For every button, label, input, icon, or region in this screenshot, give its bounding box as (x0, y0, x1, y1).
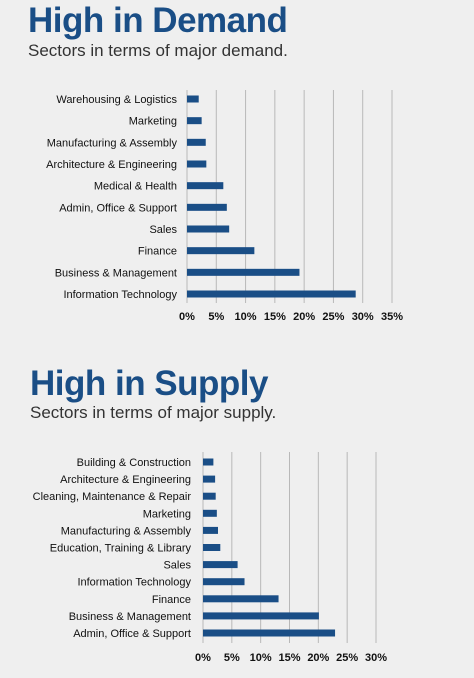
demand-tick-label: 5% (208, 311, 224, 323)
demand-tick-label: 15% (264, 311, 286, 323)
supply-category-label: Information Technology (77, 577, 191, 589)
demand-bar (187, 138, 206, 146)
demand-category-label: Marketing (129, 116, 177, 128)
supply-bar (203, 544, 221, 551)
supply-tick-label: 25% (336, 652, 358, 664)
supply-tick-label: 15% (278, 652, 300, 664)
demand-bar (187, 182, 224, 190)
demand-bar (187, 268, 300, 276)
demand-tick-label: 25% (322, 311, 344, 323)
demand-bar (187, 247, 255, 255)
demand-tick-label: 30% (352, 311, 374, 323)
demand-bar (187, 290, 356, 298)
demand-category-label: Manufacturing & Assembly (47, 137, 178, 149)
demand-panel: High in Demand Sectors in terms of major… (28, 1, 403, 324)
supply-bar (203, 509, 217, 517)
supply-tick-label: 10% (250, 652, 272, 664)
supply-tick-label: 0% (195, 652, 211, 664)
supply-tick-label: 20% (307, 652, 329, 664)
demand-title: High in Demand (28, 1, 288, 40)
demand-bar (187, 203, 227, 211)
demand-category-label: Information Technology (63, 289, 177, 301)
demand-bar (187, 95, 199, 103)
supply-bar (203, 492, 216, 500)
demand-tick-label: 10% (235, 311, 257, 323)
demand-category-label: Warehousing & Logistics (56, 94, 177, 106)
supply-category-label: Business & Management (69, 611, 191, 623)
supply-category-label: Manufacturing & Assembly (61, 525, 192, 537)
supply-bar (203, 578, 245, 586)
demand-tick-label: 0% (179, 311, 195, 323)
supply-category-label: Architecture & Engineering (60, 474, 191, 486)
supply-bar (203, 612, 319, 620)
demand-chart: Warehousing & Logistics Marketing Manufact… (46, 90, 403, 323)
supply-category-label: Building & Construction (77, 457, 191, 469)
demand-bar (187, 117, 202, 125)
demand-bar (187, 225, 230, 233)
demand-category-label: Sales (149, 224, 177, 236)
supply-title: High in Supply (30, 364, 268, 403)
supply-category-label: Sales (163, 560, 191, 572)
supply-bar (203, 629, 336, 637)
supply-bar (203, 458, 214, 466)
supply-bar (203, 561, 238, 569)
supply-category-label: Marketing (143, 508, 191, 520)
supply-category-label: Finance (152, 594, 191, 606)
demand-tick-label: 35% (381, 311, 403, 323)
demand-category-label: Medical & Health (94, 181, 177, 193)
demand-bar (187, 160, 207, 168)
demand-category-label: Business & Management (55, 267, 177, 279)
supply-tick-label: 5% (224, 652, 240, 664)
demand-category-label: Architecture & Engineering (46, 159, 177, 171)
supply-category-label: Cleaning, Maintenance & Repair (33, 491, 192, 503)
supply-bar (203, 526, 218, 534)
supply-bar (203, 475, 216, 483)
demand-category-label: Admin, Office & Support (59, 202, 177, 214)
supply-subtitle: Sectors in terms of major supply. (30, 403, 277, 422)
demand-subtitle: Sectors in terms of major demand. (28, 41, 288, 60)
demand-tick-label: 20% (293, 311, 315, 323)
demand-category-label: Finance (138, 246, 177, 258)
supply-tick-label: 30% (365, 652, 387, 664)
supply-bar (203, 595, 279, 603)
supply-category-label: Admin, Office & Support (73, 628, 191, 640)
supply-category-label: Education, Training & Library (50, 543, 192, 555)
